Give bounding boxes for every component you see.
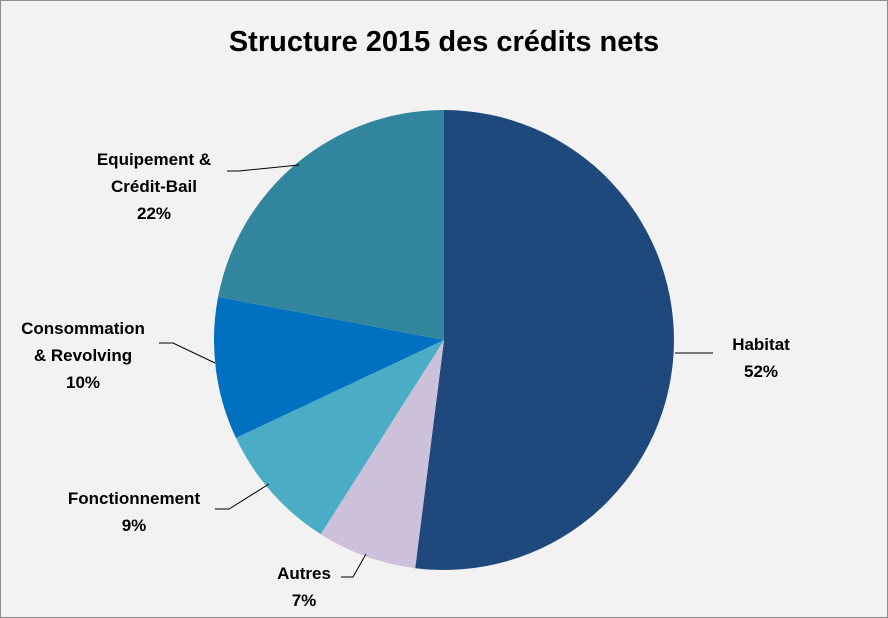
data-label-name: Consommation — [21, 319, 145, 338]
data-label-habitat: Habitat 52% — [732, 335, 790, 381]
leader-line-autres — [341, 553, 367, 578]
data-label-name: Habitat — [732, 335, 790, 354]
pie-slices — [213, 110, 674, 570]
data-labels: Habitat 52% Autres 7% Fonctionnement 9% Consom… — [21, 150, 790, 610]
data-label-name: & Revolving — [34, 346, 132, 365]
data-label-name: Crédit-Bail — [111, 177, 197, 196]
data-label-percent: 7% — [292, 591, 317, 610]
chart-title: Structure 2015 des crédits nets — [229, 26, 659, 58]
pie-slice-equipement — [218, 110, 444, 340]
data-label-consommation: Consommation & Revolving 10% — [21, 319, 145, 392]
pie-slice-fonctionnement — [235, 340, 444, 535]
pie-slice-autres — [320, 340, 444, 569]
data-label-name: Equipement & — [97, 150, 211, 169]
data-label-name: Fonctionnement — [68, 489, 201, 508]
data-label-autres: Autres 7% — [277, 564, 331, 610]
pie-slice-habitat — [415, 110, 674, 570]
data-label-equipement: Equipement & Crédit-Bail 22% — [97, 150, 211, 223]
leader-lines — [159, 164, 713, 578]
data-label-percent: 10% — [66, 373, 100, 392]
data-label-fonctionnement: Fonctionnement 9% — [68, 489, 201, 535]
pie-slice-consommation — [213, 296, 444, 438]
data-label-percent: 52% — [744, 362, 778, 381]
leader-line-fonctionnement — [215, 483, 270, 510]
data-label-percent: 9% — [122, 516, 147, 535]
data-label-name: Autres — [277, 564, 331, 583]
data-label-percent: 22% — [137, 204, 171, 223]
leader-line-equipement — [227, 164, 300, 172]
leader-line-consommation — [159, 342, 216, 364]
